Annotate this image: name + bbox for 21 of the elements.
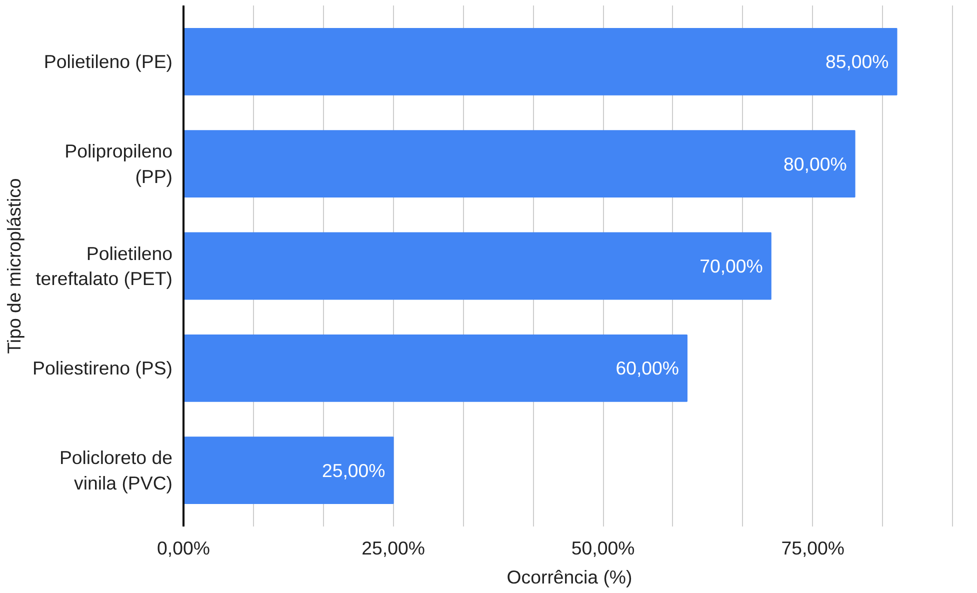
x-tick-label: 25,00% [362, 538, 425, 558]
bar [184, 130, 856, 198]
bar [184, 334, 688, 402]
x-axis-title: Ocorrência (%) [506, 566, 632, 588]
y-tick-label: Polietileno (PE) [44, 51, 173, 72]
y-tick-label: Polipropileno (PP) [64, 140, 173, 187]
y-tick-label: Polietileno tereftalato (PET) [36, 242, 173, 290]
x-tick-label: 50,00% [571, 538, 635, 558]
x-tick-label: 0,00% [157, 538, 210, 558]
x-tick-label: 75,00% [781, 538, 844, 558]
y-tick-label: Poliestireno (PS) [32, 358, 173, 379]
bar [184, 232, 772, 300]
data-label: 85,00% [825, 51, 889, 72]
data-label: 80,00% [784, 153, 847, 174]
y-axis-title: Tipo de microplástico [4, 178, 25, 354]
bar [184, 436, 394, 504]
data-label: 25,00% [322, 460, 386, 481]
data-label: 70,00% [700, 256, 763, 276]
bar [184, 28, 898, 96]
data-label: 60,00% [616, 358, 679, 379]
y-tick-label: Policloreto de vinila (PVC) [59, 447, 173, 494]
